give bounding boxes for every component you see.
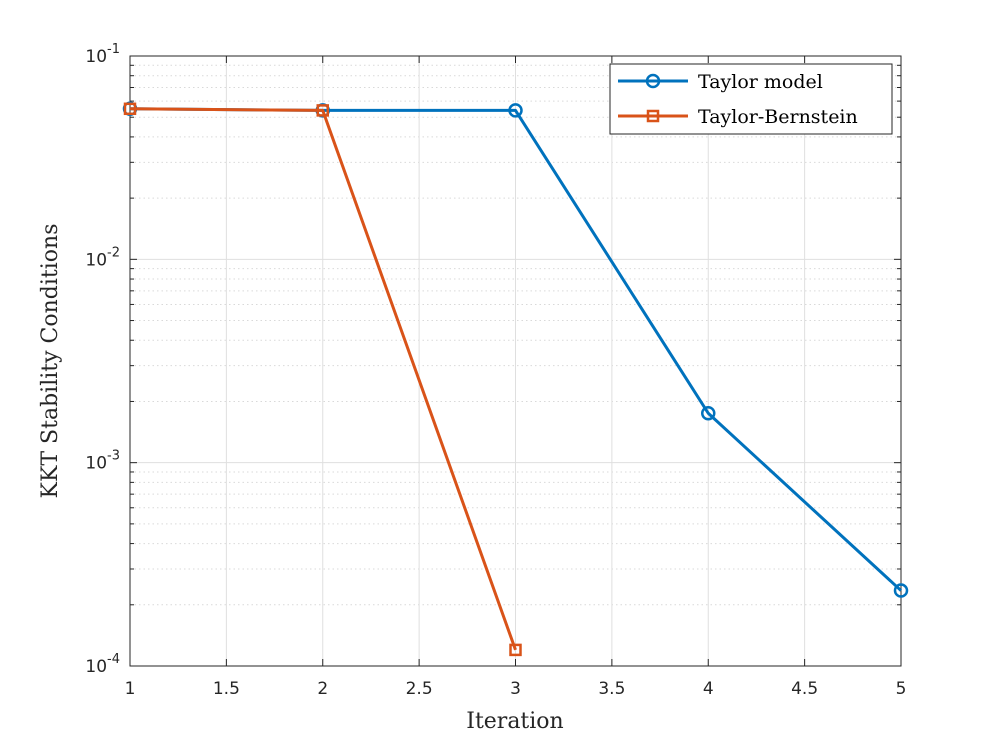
x-tick-label: 3.5 — [598, 679, 625, 699]
legend-marker-taylor-bernstein — [646, 109, 660, 123]
x-tick-label: 1 — [125, 679, 136, 699]
y-tick-label: 10-1 — [85, 42, 120, 67]
y-tick-labels: 10-4 10-3 10-2 10-1 — [85, 42, 120, 677]
x-axis-title: Iteration — [466, 709, 563, 734]
x-tick-label: 5 — [896, 679, 907, 699]
data-point-taylor-bernstein — [123, 102, 137, 116]
data-point-taylor-model — [701, 405, 716, 421]
x-tick-label: 2.5 — [406, 679, 433, 699]
y-tick-label: 10-3 — [85, 449, 120, 474]
y-tick-label: 10-4 — [85, 652, 120, 677]
legend-marker-taylor-model — [645, 73, 661, 89]
data-point-taylor-model — [893, 583, 909, 598]
x-tick-label: 2 — [317, 679, 328, 699]
x-tick-label: 1.5 — [213, 679, 240, 699]
legend-label-taylor-bernstein: Taylor-Bernstein — [698, 106, 858, 128]
x-tick-label: 4.5 — [791, 679, 818, 699]
y-tick-label: 10-2 — [85, 245, 120, 270]
data-point-taylor-model — [508, 103, 523, 118]
data-point-taylor-bernstein — [316, 104, 329, 117]
y-axis-title: KKT Stability Conditions — [38, 224, 63, 499]
series-line-taylor-bernstein — [129, 107, 517, 651]
x-tick-label: 4 — [703, 679, 714, 699]
x-tick-label: 3 — [510, 679, 521, 699]
series-layer — [122, 101, 909, 657]
data-point-taylor-bernstein — [509, 643, 522, 657]
x-tick-labels: 1 1.5 2 2.5 3 3.5 4 4.5 5 — [125, 679, 907, 699]
legend-label-taylor-model: Taylor model — [698, 71, 823, 93]
tick-marks — [129, 55, 902, 667]
legend: Taylor model Taylor-Bernstein — [609, 63, 893, 135]
